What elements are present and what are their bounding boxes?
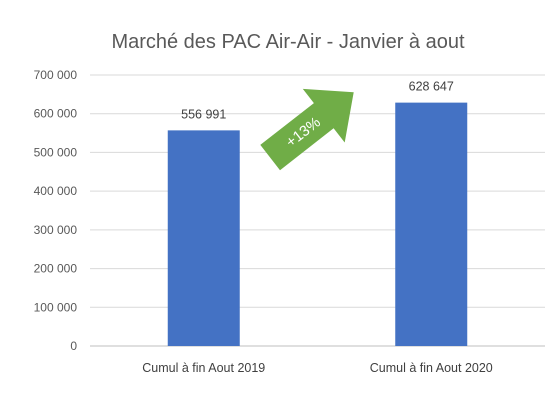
y-tick-label: 700 000 [34,68,78,82]
bar-value-label: 628 647 [409,80,454,94]
gridlines [90,74,545,347]
y-tick-label: 500 000 [34,145,78,159]
data-labels: 556 991 628 647 [181,80,454,122]
growth-arrow-icon [260,88,354,171]
bars [167,102,468,346]
x-category-label: Cumul à fin Aout 2019 [142,361,265,375]
growth-arrow-annotation: +13% [260,88,354,171]
y-tick-label: 300 000 [34,223,78,237]
x-category-label: Cumul à fin Aout 2020 [370,361,493,375]
y-tick-label: 200 000 [34,262,78,276]
y-tick-label: 100 000 [34,300,78,314]
bar [167,130,240,346]
bar-value-label: 556 991 [181,107,226,121]
bar [395,102,468,346]
chart-title: Marché des PAC Air-Air - Janvier à aout [111,31,465,53]
y-axis-ticks: 0 100 000 200 000 300 000 400 000 500 000 600 … [34,68,78,353]
y-tick-label: 600 000 [34,107,78,121]
y-tick-label: 400 000 [34,184,78,198]
x-axis-categories: Cumul à fin Aout 2019 Cumul à fin Aout 20… [142,361,493,375]
y-tick-label: 0 [70,339,77,353]
